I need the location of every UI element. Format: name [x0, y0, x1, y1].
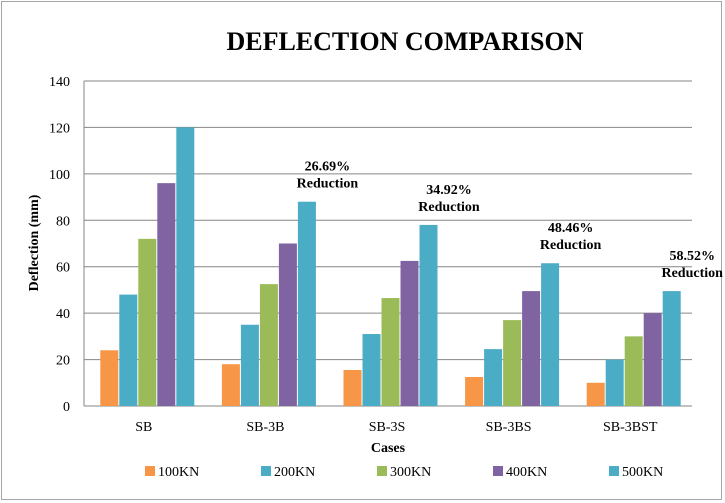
legend: 100KN 200KN 300KN 400KN 500KN — [145, 465, 663, 480]
bar-SB-300KN — [138, 238, 157, 406]
legend-label: 100KN — [158, 465, 199, 480]
legend-label: 300KN — [390, 465, 431, 480]
bar-SB-200KN — [119, 294, 138, 406]
y-tick-label: 0 — [63, 400, 70, 415]
annotation-percentage: 58.52% — [669, 249, 715, 264]
annotation-label: Reduction — [297, 177, 359, 192]
bar-SB-3BST-300KN — [624, 336, 643, 406]
bar-SB-3BST-200KN — [605, 359, 624, 406]
y-tick-label: 40 — [56, 307, 70, 322]
legend-swatch-500KN — [609, 466, 619, 476]
legend-label: 500KN — [622, 465, 663, 480]
legend-swatch-400KN — [493, 466, 503, 476]
bar-SB-3BST-400KN — [643, 313, 662, 406]
bar-SB-3S-100KN — [343, 370, 362, 406]
legend-label: 400KN — [506, 465, 547, 480]
bar-SB-3BS-300KN — [503, 320, 522, 406]
y-tick-label: 20 — [56, 354, 70, 369]
bar-SB-3BS-400KN — [522, 291, 541, 406]
x-axis-title: Cases — [371, 441, 406, 456]
bars — [100, 127, 681, 406]
bar-SB-3S-300KN — [381, 298, 400, 406]
legend-label: 200KN — [274, 465, 315, 480]
annotation-percentage: 48.46% — [548, 221, 594, 236]
x-tick-label: SB-3BS — [486, 420, 532, 435]
legend-swatch-200KN — [261, 466, 271, 476]
annotation-label: Reduction — [540, 238, 602, 253]
y-tick-labels: 0 20 40 60 80 100 120 140 — [49, 75, 70, 415]
y-tick-label: 80 — [56, 214, 70, 229]
y-tick-label: 60 — [56, 261, 70, 276]
bar-SB-3B-400KN — [278, 243, 297, 406]
y-axis-title: Deflection (mm) — [27, 194, 42, 291]
bar-SB-3B-200KN — [240, 324, 259, 406]
y-tick-label: 100 — [49, 168, 70, 183]
y-tick-label: 140 — [49, 75, 70, 90]
y-tick-label: 120 — [49, 121, 70, 136]
x-tick-label: SB-3B — [246, 420, 284, 435]
bar-SB-3S-400KN — [400, 260, 419, 406]
bar-SB-3BS-100KN — [465, 376, 484, 406]
x-tick-label: SB-3BST — [603, 420, 658, 435]
bar-SB-400KN — [157, 183, 176, 406]
bar-SB-3BS-200KN — [484, 349, 503, 406]
bar-SB-3B-100KN — [221, 364, 240, 406]
bar-SB-500KN — [176, 127, 195, 406]
bar-SB-3S-200KN — [362, 334, 381, 406]
bar-SB-3B-500KN — [297, 201, 316, 406]
annotation-label: Reduction — [418, 200, 480, 215]
annotation-label: Reduction — [661, 266, 723, 281]
bar-SB-3B-300KN — [259, 284, 278, 406]
bar-SB-3BST-100KN — [586, 382, 605, 406]
bar-SB-3S-500KN — [419, 224, 438, 406]
annotations: 26.69% Reduction 34.92% Reduction 48.46% Redu… — [297, 160, 723, 281]
legend-swatch-300KN — [377, 466, 387, 476]
chart-title: DEFLECTION COMPARISON — [226, 27, 583, 56]
x-tick-labels: SB SB-3B SB-3S SB-3BS SB-3BST — [135, 420, 658, 435]
x-tick-label: SB-3S — [369, 420, 406, 435]
bar-SB-100KN — [100, 350, 119, 406]
bar-SB-3BS-500KN — [541, 263, 560, 406]
annotation-percentage: 26.69% — [305, 160, 351, 175]
x-tick-label: SB — [135, 420, 152, 435]
annotation-percentage: 34.92% — [426, 183, 472, 198]
bar-SB-3BST-500KN — [662, 291, 681, 406]
legend-swatch-100KN — [145, 466, 155, 476]
